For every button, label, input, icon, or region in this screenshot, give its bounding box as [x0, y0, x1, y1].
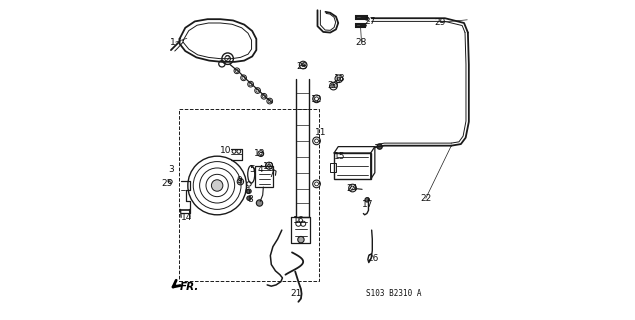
Circle shape	[257, 200, 263, 206]
Circle shape	[298, 236, 304, 243]
Text: 1: 1	[170, 38, 175, 47]
Text: 3: 3	[168, 165, 174, 174]
Text: 2: 2	[224, 55, 229, 64]
Text: 24: 24	[346, 184, 358, 193]
Bar	[255, 166, 273, 187]
Text: 23: 23	[297, 61, 308, 70]
Text: 10: 10	[220, 146, 232, 155]
Text: 28: 28	[356, 38, 367, 47]
Text: 21: 21	[290, 289, 302, 298]
Text: 13: 13	[255, 149, 266, 158]
Text: 22: 22	[420, 194, 431, 203]
Circle shape	[247, 189, 251, 194]
Text: 29: 29	[434, 18, 446, 27]
Circle shape	[365, 197, 370, 202]
Bar	[330, 163, 336, 172]
Text: 18: 18	[334, 74, 345, 83]
Text: 14: 14	[180, 213, 192, 222]
Circle shape	[247, 196, 251, 200]
Text: 27: 27	[364, 17, 376, 26]
Circle shape	[337, 77, 340, 80]
Text: 8: 8	[248, 195, 253, 204]
Text: 12: 12	[311, 95, 323, 104]
Text: 6: 6	[244, 188, 250, 196]
Circle shape	[211, 180, 223, 191]
Text: 15: 15	[334, 152, 345, 161]
Text: 19: 19	[264, 162, 275, 171]
Bar	[356, 24, 364, 27]
Text: 9: 9	[237, 176, 243, 185]
Circle shape	[332, 84, 335, 88]
Text: 20: 20	[327, 81, 338, 90]
Circle shape	[302, 63, 305, 67]
Text: 25: 25	[161, 180, 173, 188]
Text: 16: 16	[293, 216, 304, 225]
Text: 5: 5	[250, 165, 255, 174]
Text: 11: 11	[315, 128, 326, 137]
Bar	[334, 153, 371, 179]
Bar	[179, 109, 319, 281]
Text: 7: 7	[269, 170, 274, 179]
Text: 26: 26	[367, 254, 378, 263]
Circle shape	[377, 144, 382, 149]
Bar	[356, 16, 367, 19]
Text: FR.: FR.	[180, 282, 199, 292]
Text: 17: 17	[362, 200, 373, 209]
Text: S103 B2310 A: S103 B2310 A	[366, 289, 422, 298]
Text: 4: 4	[257, 165, 263, 174]
